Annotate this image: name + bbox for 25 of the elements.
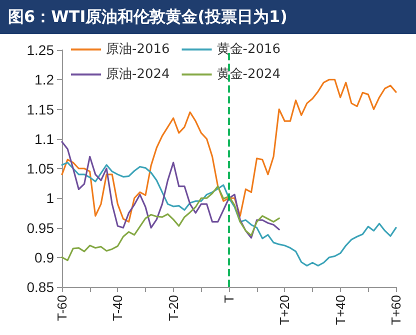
y-tick-label: 1.15 xyxy=(26,101,54,118)
x-tick-label: T-40 xyxy=(110,295,126,322)
x-tick-label: T+20 xyxy=(277,295,292,325)
x-tick-label: T-60 xyxy=(54,295,70,322)
legend-label: 原油-2016 xyxy=(106,42,170,57)
y-tick-label: 1.25 xyxy=(26,42,54,58)
chart-title: 图6：WTI原油和伦敦黄金(投票日为1) xyxy=(0,0,416,34)
legend-label: 原油-2024 xyxy=(106,67,170,82)
x-tick-label: T xyxy=(222,294,236,303)
x-tick-label: T+40 xyxy=(332,295,348,325)
x-tick-label: T+60 xyxy=(388,295,404,325)
line-series xyxy=(61,141,280,239)
line-series xyxy=(61,185,280,262)
y-tick-label: 0.9 xyxy=(34,249,54,266)
y-tick-label: 1.2 xyxy=(34,72,54,88)
x-tick-label: T-20 xyxy=(166,295,181,322)
y-tick-label: 1.1 xyxy=(34,130,54,147)
y-tick-label: 1.05 xyxy=(26,160,54,176)
y-tick-label: 0.85 xyxy=(26,279,54,295)
y-tick-label: 1 xyxy=(46,190,54,206)
line-series xyxy=(61,78,397,223)
legend-label: 黄金-2024 xyxy=(216,67,281,82)
legend-label: 黄金-2016 xyxy=(216,42,281,57)
line-series xyxy=(61,162,397,266)
y-tick-label: 0.95 xyxy=(26,220,54,236)
